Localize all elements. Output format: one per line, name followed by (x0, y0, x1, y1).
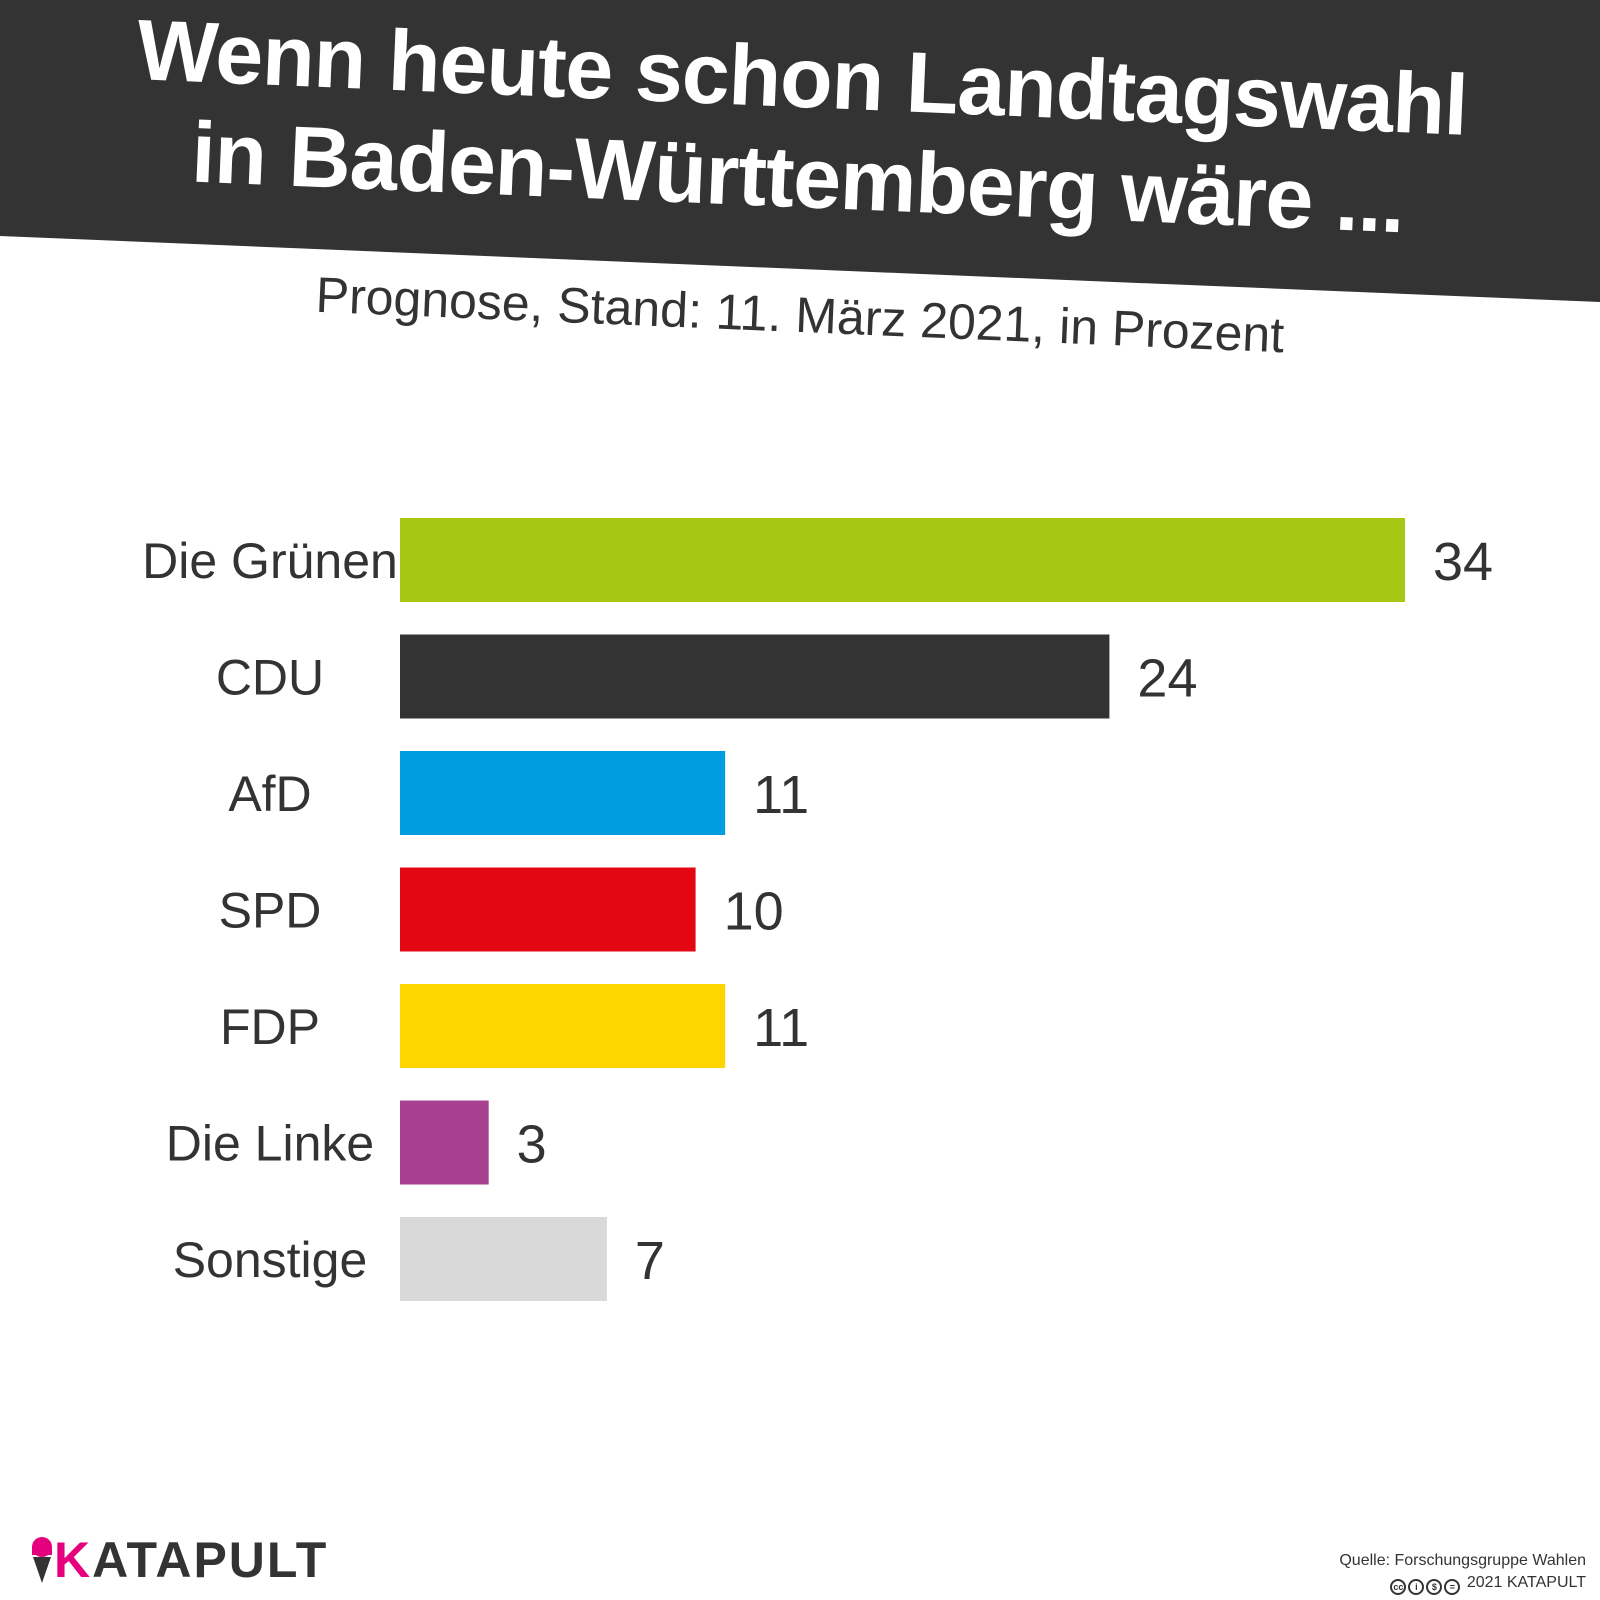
footer-credits: Quelle: Forschungsgruppe Wahlen cc i $ = 20… (1339, 1550, 1586, 1595)
bar-die-gr-nen (400, 518, 1405, 602)
logo-letter-k: K (54, 1532, 93, 1588)
category-label-fdp: FDP (220, 999, 320, 1055)
logo-text: KATAPULT (54, 1531, 328, 1589)
by-icon: i (1408, 1579, 1425, 1595)
header-banner (0, 0, 1600, 302)
logo-letters-rest: ATAPULT (92, 1532, 329, 1588)
category-label-sonstige: Sonstige (173, 1232, 368, 1288)
value-label-die-linke: 3 (517, 1115, 547, 1175)
value-label-sonstige: 7 (635, 1231, 665, 1291)
bar-fdp (400, 984, 726, 1068)
bar-sonstige (400, 1217, 607, 1301)
bar-die-linke (400, 1100, 489, 1185)
copyright-text: 2021 KATAPULT (1466, 1574, 1586, 1591)
license-line: cc i $ = 2021 KATAPULT (1339, 1572, 1586, 1595)
nd-icon: = (1444, 1579, 1461, 1595)
value-label-cdu: 24 (1137, 649, 1197, 709)
category-label-afd: AfD (228, 766, 311, 822)
katapult-logo: KATAPULT (30, 1530, 328, 1590)
category-label-die-linke: Die Linke (166, 1116, 374, 1172)
bar-afd (400, 751, 726, 835)
category-label-die-gr-nen: Die Grünen (142, 533, 398, 589)
value-label-spd: 10 (724, 882, 784, 942)
value-label-afd: 11 (753, 765, 809, 825)
category-label-cdu: CDU (216, 650, 324, 706)
ice-cream-icon (32, 1537, 52, 1583)
cc-icon: cc (1390, 1579, 1407, 1595)
value-label-fdp: 11 (753, 998, 809, 1058)
bar-spd (400, 867, 696, 952)
source-text: Quelle: Forschungsgruppe Wahlen (1339, 1552, 1586, 1569)
category-label-spd: SPD (219, 883, 322, 939)
value-label-die-gr-nen: 34 (1433, 532, 1493, 592)
bar-cdu (400, 634, 1110, 719)
nc-icon: $ (1426, 1579, 1443, 1595)
bar-chart: Die Grünen 34 CDU 24 AfD 11 SPD 10 FDP 11 Die Link… (142, 518, 1493, 1301)
